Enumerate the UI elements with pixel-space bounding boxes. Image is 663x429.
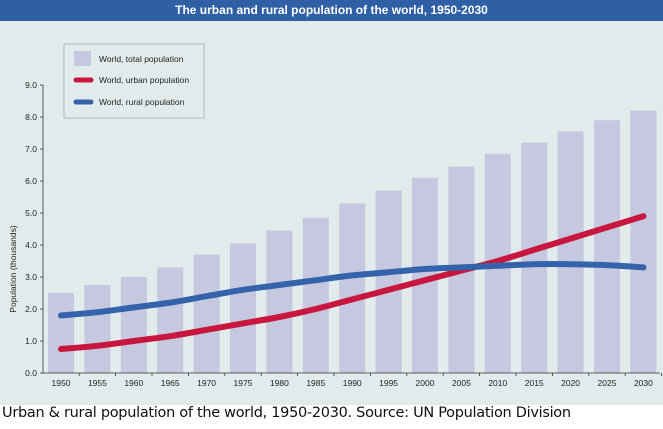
x-tick-label: 1990 [343,378,362,388]
x-tick-label: 1975 [234,378,253,388]
bar-1970 [193,254,220,373]
line-world-rural-population [58,261,647,319]
caption: Urban & rural population of the world, 1… [2,405,571,421]
x-tick-label: 2000 [416,378,435,388]
x-tick-label: 2010 [488,378,507,388]
x-tick-label: 1980 [270,378,289,388]
bar-2015 [521,142,548,373]
y-tick-label: 5.0 [25,208,37,218]
x-tick-label: 2030 [634,378,653,388]
x-tick-label: 1995 [379,378,398,388]
x-tick-label: 1965 [161,378,180,388]
y-tick-label: 1.0 [25,336,37,346]
y-axis-label: Population (thousands) [8,225,18,313]
chart: 0.0 1.0 2.0 3.0 4.0 5.0 6.0 7.0 8.0 9.0 1950 1955 19… [8,43,662,388]
y-tick-label: 2.0 [25,304,37,314]
bar-1980 [266,230,293,373]
x-tick-label: 2015 [525,378,544,388]
y-tick-label: 6.0 [25,176,37,186]
y-tick-label: 3.0 [25,272,37,282]
x-tick-label: 1950 [52,378,71,388]
bar-1950 [48,293,74,373]
y-tick-label: 9.0 [25,80,37,90]
bar-2020 [557,131,584,373]
bar-1990 [339,203,366,373]
y-tick-label: 8.0 [25,112,37,122]
x-tick-label: 1985 [306,378,325,388]
bar-1960 [120,277,147,373]
x-tick-label: 2025 [598,378,617,388]
legend-label-total: World, total population [99,54,184,64]
line-world-urban-population [58,213,647,352]
legend-label-0: World, urban population [99,75,189,85]
y-tick-label: 0.0 [25,368,37,378]
x-tick-label: 1960 [124,378,143,388]
bar-1965 [157,267,184,373]
bar-2030 [630,110,657,373]
bar-2025 [594,120,620,373]
x-tick-label: 2005 [452,378,471,388]
x-tick-label: 2020 [561,378,580,388]
legend-label-1: World, rural population [99,97,185,107]
x-tick-label: 1970 [197,378,216,388]
bar-1995 [375,190,402,373]
legend-swatch-total [74,51,91,66]
bar-1975 [230,243,256,373]
y-tick-label: 7.0 [25,144,37,154]
bar-1985 [302,217,329,373]
x-tick-label: 1955 [88,378,107,388]
chart-title: The urban and rural population of the wo… [0,0,663,21]
y-tick-label: 4.0 [25,240,37,250]
bar-1955 [84,285,111,373]
